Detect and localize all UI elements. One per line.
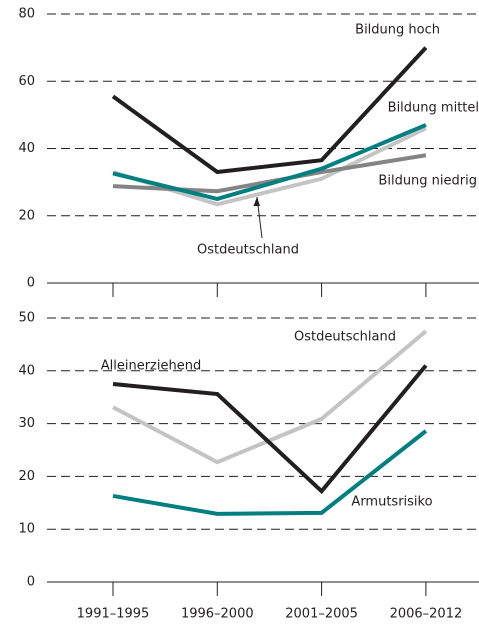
series-label: Armutsrisiko: [351, 495, 432, 510]
y-tick-label: 10: [18, 522, 35, 537]
y-tick-label: 40: [18, 141, 35, 156]
line-series: [112, 364, 428, 495]
y-tick-label: 0: [27, 276, 35, 291]
y-tick-label: 20: [18, 469, 35, 484]
x-tick-label: 2006–2012: [390, 607, 463, 622]
series-label: Alleinerziehend: [101, 359, 201, 374]
series-label: Bildung niedrig: [378, 174, 477, 189]
y-tick-label: 30: [18, 416, 35, 431]
y-tick-label: 80: [18, 7, 35, 22]
x-tick-label: 1996–2000: [181, 607, 254, 622]
y-tick-label: 0: [27, 575, 35, 590]
x-tick-label: 1991–1995: [77, 607, 150, 622]
series-label: Ostdeutschland: [197, 243, 299, 258]
line-series: [112, 153, 427, 194]
y-tick-label: 50: [18, 311, 35, 326]
arrow-head: [253, 197, 260, 206]
x-tick-label: 2001–2005: [285, 607, 358, 622]
series-label: Ostdeutschland: [294, 330, 396, 345]
y-tick-label: 40: [18, 363, 35, 378]
series-label: Bildung hoch: [355, 23, 440, 38]
line-series: [111, 46, 428, 175]
line-series: [112, 429, 428, 516]
line-series: [112, 123, 427, 202]
y-tick-label: 60: [18, 74, 35, 89]
series-label: Bildung mittel: [388, 101, 479, 116]
y-tick-label: 20: [18, 208, 35, 223]
